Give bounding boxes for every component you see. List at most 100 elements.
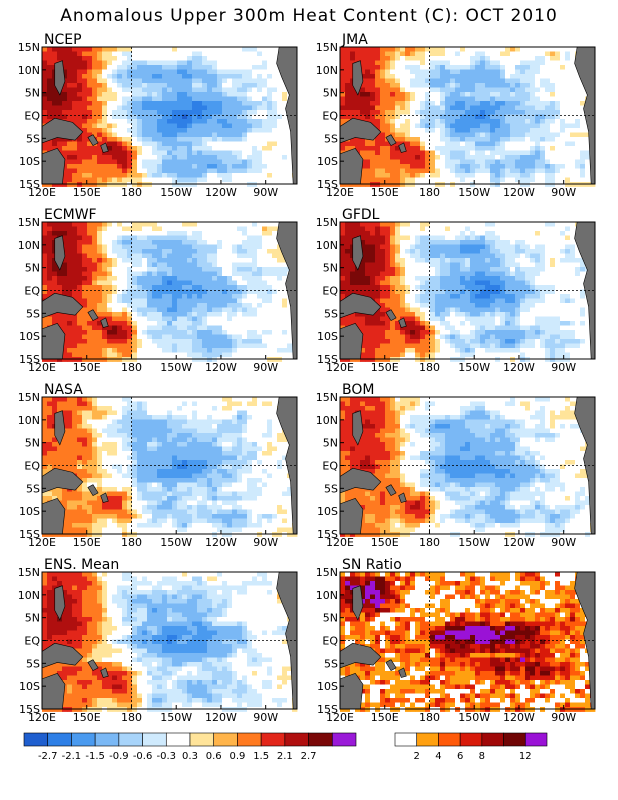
heatmap-cell (192, 173, 198, 178)
heatmap-cell (102, 56, 108, 61)
heatmap-cell (242, 294, 248, 299)
heatmap-cell (405, 231, 411, 236)
heatmap-cell (142, 105, 148, 111)
heatmap-cell (152, 271, 158, 277)
heatmap-cell (242, 334, 248, 340)
heatmap-cell (122, 137, 128, 142)
heatmap-cell (67, 271, 73, 277)
heatmap-cell (227, 74, 233, 79)
heatmap-cell (440, 65, 446, 70)
heatmap-cell (142, 316, 148, 322)
lon-tick-label: 150E (73, 186, 101, 199)
heatmap-cell (67, 96, 73, 102)
heatmap-cell (142, 65, 148, 70)
heatmap-cell (410, 87, 416, 93)
heatmap-cell (102, 83, 108, 88)
heatmap-cell (380, 177, 386, 183)
heatmap-cell (565, 96, 571, 102)
heatmap-cell (192, 271, 198, 277)
heatmap-cell (62, 51, 68, 57)
heatmap-cell (72, 258, 78, 263)
heatmap-cell (257, 128, 263, 133)
heatmap-cell (162, 271, 168, 277)
heatmap-cell (107, 240, 113, 245)
heatmap-cell (530, 226, 536, 232)
heatmap-cell (420, 101, 426, 106)
heatmap-cell (142, 132, 148, 138)
heatmap-cell (92, 271, 98, 277)
heatmap-cell (112, 173, 118, 178)
heatmap-cell (272, 271, 278, 277)
heatmap-cell (212, 253, 218, 259)
heatmap-cell (490, 168, 496, 174)
heatmap-cell (380, 137, 386, 142)
heatmap-cell (222, 289, 228, 295)
heatmap-cell (67, 56, 73, 61)
heatmap-cell (575, 146, 581, 151)
heatmap-cell (197, 253, 203, 259)
heatmap-cell (147, 65, 153, 70)
heatmap-cell (277, 330, 283, 335)
heatmap-cell (345, 141, 351, 147)
heatmap-cell (390, 119, 396, 124)
heatmap-cell (267, 276, 273, 281)
heatmap-cell (87, 128, 93, 133)
heatmap-cell (520, 159, 526, 165)
heatmap-cell (207, 262, 213, 268)
heatmap-cell (575, 92, 581, 97)
heatmap-cell (510, 87, 516, 93)
heatmap-cell (570, 65, 576, 70)
heatmap-cell (560, 51, 566, 57)
heatmap-cell (470, 47, 476, 52)
heatmap-cell (92, 298, 98, 304)
heatmap-cell (212, 65, 218, 70)
heatmap-cell (282, 289, 288, 295)
heatmap-cell (400, 96, 406, 102)
heatmap-cell (480, 47, 486, 52)
heatmap-cell (47, 114, 53, 120)
heatmap-cell (137, 137, 143, 142)
heatmap-cell (177, 343, 183, 349)
heatmap-cell (247, 267, 253, 272)
heatmap-cell (127, 146, 133, 151)
heatmap-cell (127, 69, 133, 75)
heatmap-cell (252, 141, 258, 147)
heatmap-cell (107, 294, 113, 299)
heatmap-cell (410, 105, 416, 111)
heatmap-cell (560, 150, 566, 156)
heatmap-cell (172, 280, 178, 286)
heatmap-cell (177, 69, 183, 75)
heatmap-cell (82, 119, 88, 124)
heatmap-cell (77, 168, 83, 174)
heatmap-cell (545, 47, 551, 52)
lat-tick-label: 15S (317, 178, 338, 191)
heatmap-cell (42, 101, 48, 106)
heatmap-cell (455, 87, 461, 93)
heatmap-cell (182, 132, 188, 138)
heatmap-cell (197, 307, 203, 313)
heatmap-cell (540, 222, 546, 227)
heatmap-cell (152, 312, 158, 317)
heatmap-cell (247, 114, 253, 120)
heatmap-cell (152, 262, 158, 268)
heatmap-cell (400, 56, 406, 61)
heatmap-cell (42, 51, 48, 57)
heatmap-cell (277, 137, 283, 142)
heatmap-cell (365, 60, 371, 66)
heatmap-cell (132, 51, 138, 57)
heatmap-cell (172, 303, 178, 308)
heatmap-cell (345, 65, 351, 70)
heatmap-cell (425, 159, 431, 165)
heatmap-cell (197, 159, 203, 165)
heatmap-cell (217, 47, 223, 52)
heatmap-cell (67, 141, 73, 147)
heatmap-cell (272, 280, 278, 286)
heatmap-cell (415, 168, 421, 174)
heatmap-cell (257, 60, 263, 66)
heatmap-cell (127, 177, 133, 183)
heatmap-cell (405, 96, 411, 102)
heatmap-cell (212, 334, 218, 340)
heatmap-cell (252, 298, 258, 304)
heatmap-cell (570, 177, 576, 183)
heatmap-cell (550, 101, 556, 106)
